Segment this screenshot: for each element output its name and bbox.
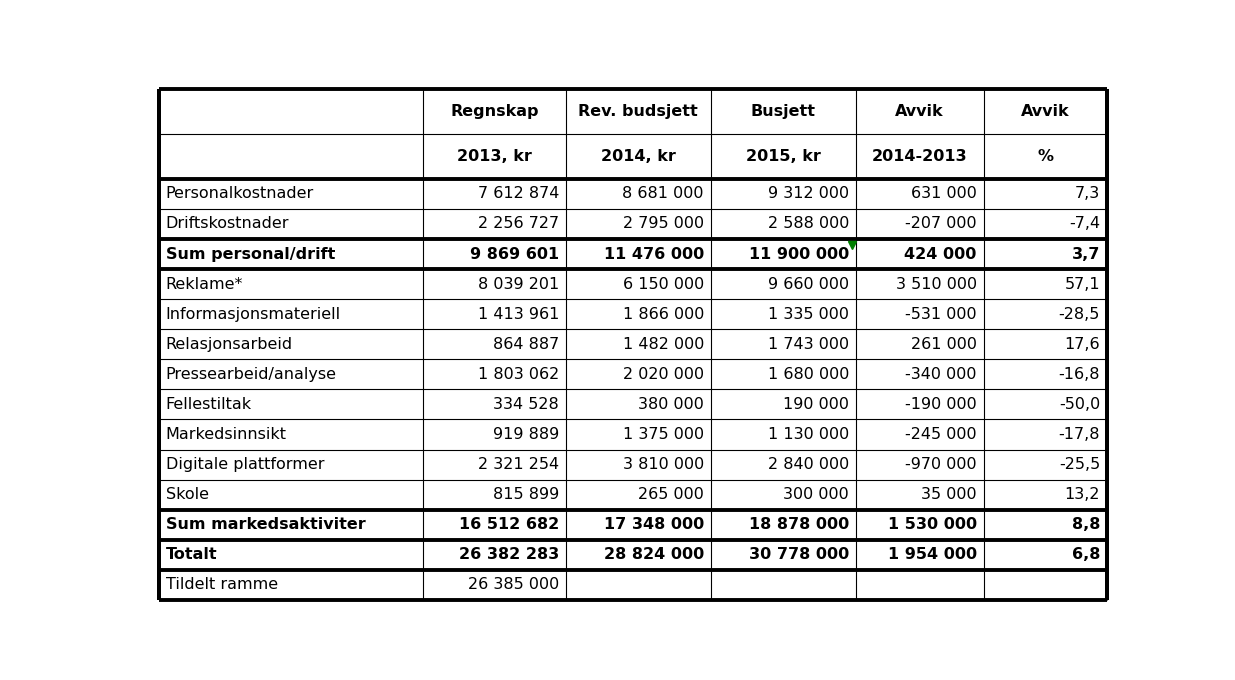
Text: 26 385 000: 26 385 000 bbox=[468, 577, 559, 592]
Text: 815 899: 815 899 bbox=[493, 487, 559, 502]
Text: 1 866 000: 1 866 000 bbox=[622, 307, 704, 322]
Text: -207 000: -207 000 bbox=[905, 216, 977, 231]
Text: 300 000: 300 000 bbox=[783, 487, 848, 502]
Text: 864 887: 864 887 bbox=[493, 337, 559, 352]
Text: 18 878 000: 18 878 000 bbox=[748, 517, 848, 532]
Text: Informasjonsmateriell: Informasjonsmateriell bbox=[165, 307, 341, 322]
Text: -7,4: -7,4 bbox=[1068, 216, 1100, 231]
Text: 261 000: 261 000 bbox=[911, 337, 977, 352]
Text: 2015, kr: 2015, kr bbox=[746, 149, 820, 164]
Text: Digitale plattformer: Digitale plattformer bbox=[165, 457, 325, 472]
Text: 6 150 000: 6 150 000 bbox=[622, 277, 704, 292]
Text: 1 743 000: 1 743 000 bbox=[768, 337, 848, 352]
Text: 2 840 000: 2 840 000 bbox=[768, 457, 848, 472]
Text: Personalkostnader: Personalkostnader bbox=[165, 186, 314, 201]
Text: Reklame*: Reklame* bbox=[165, 277, 243, 292]
Text: Fellestiltak: Fellestiltak bbox=[165, 397, 252, 412]
Text: Rev. budsjett: Rev. budsjett bbox=[578, 104, 698, 119]
Text: 919 889: 919 889 bbox=[493, 427, 559, 442]
Text: Driftskostnader: Driftskostnader bbox=[165, 216, 289, 231]
Text: -531 000: -531 000 bbox=[905, 307, 977, 322]
Text: 1 803 062: 1 803 062 bbox=[478, 367, 559, 382]
Text: Skole: Skole bbox=[165, 487, 209, 502]
Text: 16 512 682: 16 512 682 bbox=[458, 517, 559, 532]
Text: 1 375 000: 1 375 000 bbox=[622, 427, 704, 442]
Text: 2 256 727: 2 256 727 bbox=[478, 216, 559, 231]
Text: 26 382 283: 26 382 283 bbox=[458, 547, 559, 562]
Text: 17,6: 17,6 bbox=[1065, 337, 1100, 352]
Text: 2013, kr: 2013, kr bbox=[457, 149, 532, 164]
Text: Pressearbeid/analyse: Pressearbeid/analyse bbox=[165, 367, 337, 382]
Text: Busjett: Busjett bbox=[751, 104, 815, 119]
Text: -25,5: -25,5 bbox=[1058, 457, 1100, 472]
Text: Relasjonsarbeid: Relasjonsarbeid bbox=[165, 337, 293, 352]
Text: 30 778 000: 30 778 000 bbox=[748, 547, 848, 562]
Text: 1 530 000: 1 530 000 bbox=[888, 517, 977, 532]
Text: 9 869 601: 9 869 601 bbox=[469, 247, 559, 262]
Text: 2 795 000: 2 795 000 bbox=[622, 216, 704, 231]
Text: 3,7: 3,7 bbox=[1072, 247, 1100, 262]
Text: 7,3: 7,3 bbox=[1074, 186, 1100, 201]
Text: 1 335 000: 1 335 000 bbox=[768, 307, 848, 322]
Text: 1 130 000: 1 130 000 bbox=[768, 427, 848, 442]
Text: %: % bbox=[1037, 149, 1053, 164]
Text: -190 000: -190 000 bbox=[905, 397, 977, 412]
Text: 1 954 000: 1 954 000 bbox=[888, 547, 977, 562]
Text: 2 020 000: 2 020 000 bbox=[622, 367, 704, 382]
Text: Regnskap: Regnskap bbox=[450, 104, 538, 119]
Text: 265 000: 265 000 bbox=[638, 487, 704, 502]
Text: Sum markedsaktiviter: Sum markedsaktiviter bbox=[165, 517, 366, 532]
Text: 8,8: 8,8 bbox=[1072, 517, 1100, 532]
Text: 380 000: 380 000 bbox=[638, 397, 704, 412]
Text: 3 810 000: 3 810 000 bbox=[622, 457, 704, 472]
Text: -16,8: -16,8 bbox=[1058, 367, 1100, 382]
Text: -340 000: -340 000 bbox=[905, 367, 977, 382]
Text: Tildelt ramme: Tildelt ramme bbox=[165, 577, 278, 592]
Text: 1 680 000: 1 680 000 bbox=[767, 367, 848, 382]
Text: 424 000: 424 000 bbox=[904, 247, 977, 262]
Text: Totalt: Totalt bbox=[165, 547, 217, 562]
Text: 2014-2013: 2014-2013 bbox=[872, 149, 967, 164]
Text: 6,8: 6,8 bbox=[1072, 547, 1100, 562]
Text: 13,2: 13,2 bbox=[1065, 487, 1100, 502]
Text: 35 000: 35 000 bbox=[921, 487, 977, 502]
Text: -50,0: -50,0 bbox=[1058, 397, 1100, 412]
Text: 28 824 000: 28 824 000 bbox=[604, 547, 704, 562]
Text: -970 000: -970 000 bbox=[905, 457, 977, 472]
Text: Sum personal/drift: Sum personal/drift bbox=[165, 247, 335, 262]
Text: 57,1: 57,1 bbox=[1065, 277, 1100, 292]
Text: 11 900 000: 11 900 000 bbox=[748, 247, 848, 262]
Text: 3 510 000: 3 510 000 bbox=[895, 277, 977, 292]
Text: 190 000: 190 000 bbox=[783, 397, 848, 412]
Text: 631 000: 631 000 bbox=[911, 186, 977, 201]
Text: -245 000: -245 000 bbox=[905, 427, 977, 442]
Text: 1 413 961: 1 413 961 bbox=[478, 307, 559, 322]
Text: 8 681 000: 8 681 000 bbox=[622, 186, 704, 201]
Text: 2014, kr: 2014, kr bbox=[600, 149, 676, 164]
Text: Markedsinnsikt: Markedsinnsikt bbox=[165, 427, 287, 442]
Text: Avvik: Avvik bbox=[895, 104, 944, 119]
Text: 2 588 000: 2 588 000 bbox=[767, 216, 848, 231]
Text: 1 482 000: 1 482 000 bbox=[622, 337, 704, 352]
Text: 11 476 000: 11 476 000 bbox=[604, 247, 704, 262]
Text: 8 039 201: 8 039 201 bbox=[478, 277, 559, 292]
Text: 334 528: 334 528 bbox=[493, 397, 559, 412]
Text: 9 312 000: 9 312 000 bbox=[768, 186, 848, 201]
Text: -17,8: -17,8 bbox=[1058, 427, 1100, 442]
Text: Avvik: Avvik bbox=[1021, 104, 1070, 119]
Text: 7 612 874: 7 612 874 bbox=[478, 186, 559, 201]
Text: 9 660 000: 9 660 000 bbox=[768, 277, 848, 292]
Text: -28,5: -28,5 bbox=[1058, 307, 1100, 322]
Text: 2 321 254: 2 321 254 bbox=[478, 457, 559, 472]
Text: 17 348 000: 17 348 000 bbox=[604, 517, 704, 532]
